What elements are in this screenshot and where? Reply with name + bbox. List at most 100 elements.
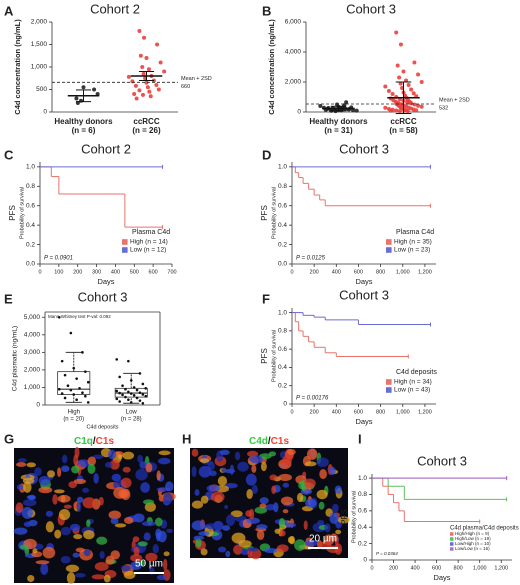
box xyxy=(57,371,91,395)
tissue-blob xyxy=(329,512,339,524)
data-point xyxy=(132,92,137,96)
tissue-blob xyxy=(191,466,197,478)
data-point xyxy=(344,100,349,105)
legend-label: High/Low (n = 19) xyxy=(455,536,491,541)
y-tick-label: 500 xyxy=(36,86,47,93)
x-tick-label: 500 xyxy=(130,269,139,275)
tissue-blob xyxy=(247,547,259,552)
data-point xyxy=(57,387,61,391)
tissue-blob xyxy=(156,470,161,481)
tissue-blob xyxy=(83,530,95,540)
legend-swatch xyxy=(122,247,128,253)
legend-swatch xyxy=(450,532,454,536)
tissue-blob xyxy=(304,461,317,467)
stain-label: C1q xyxy=(74,436,93,447)
tissue-blob xyxy=(61,454,68,464)
data-point xyxy=(390,92,395,96)
data-point xyxy=(144,80,149,85)
data-point xyxy=(386,89,391,93)
tissue-blob xyxy=(280,496,294,506)
tissue-blob xyxy=(137,454,144,463)
tissue-blob xyxy=(123,570,136,580)
chart-title: Cohort 3 xyxy=(339,141,389,156)
tissue-blob xyxy=(58,509,71,521)
x-tick-label: 1,200 xyxy=(494,565,508,571)
tissue-blob xyxy=(337,516,350,524)
tissue-blob xyxy=(217,476,228,486)
data-point xyxy=(69,331,73,335)
data-point xyxy=(75,398,78,402)
tissue-blob xyxy=(163,558,168,571)
data-point xyxy=(394,108,399,113)
stain-label: C4d xyxy=(249,436,268,447)
y-tick-label: 1,000 xyxy=(31,64,48,71)
tissue-blob xyxy=(135,468,148,481)
y-tick-label: 1.0 xyxy=(26,164,35,171)
data-point xyxy=(63,396,67,400)
data-point xyxy=(81,85,86,90)
tissue-blob xyxy=(251,484,258,495)
tissue-blob xyxy=(152,543,159,554)
tissue-blob xyxy=(316,489,328,500)
tissue-blob xyxy=(60,526,71,536)
y-tick-label: 2,000 xyxy=(31,19,48,26)
y-tick-label: 2,000 xyxy=(285,79,302,86)
legend-swatch xyxy=(450,547,454,551)
tissue-blob xyxy=(108,510,122,520)
tissue-blob xyxy=(104,461,113,468)
data-point xyxy=(419,80,424,84)
y-tick-label: 0.4 xyxy=(358,524,367,531)
data-point xyxy=(134,96,139,101)
tissue-blob xyxy=(72,552,80,558)
y-axis-title: C4d plasmatic (ng/mL) xyxy=(12,326,19,391)
x-tick-label: 0 xyxy=(38,269,41,275)
y-tick-label: 0.2 xyxy=(278,241,287,248)
data-point xyxy=(127,390,130,394)
data-point xyxy=(57,315,61,319)
x-tick-label: 800 xyxy=(376,269,385,275)
tissue-blob xyxy=(191,500,204,509)
data-point xyxy=(142,35,147,40)
tissue-blob xyxy=(87,463,96,475)
tissue-blob xyxy=(71,465,80,474)
tissue-blob xyxy=(328,466,336,475)
data-point xyxy=(74,96,79,101)
legend-label: High/High (n = 9) xyxy=(455,531,490,536)
data-point xyxy=(115,389,119,393)
annotation: Mann-Whitney test P-val: 0.092 xyxy=(48,314,111,319)
legend-swatch xyxy=(386,239,392,245)
p-value: P = 0.0364 xyxy=(376,551,398,556)
data-point xyxy=(118,391,121,395)
tissue-blob xyxy=(130,554,143,562)
legend-title: Plasma C4d xyxy=(396,229,434,236)
data-point xyxy=(75,377,78,380)
tissue-blob xyxy=(278,518,286,529)
x-tick-label: 300 xyxy=(92,269,101,275)
data-point xyxy=(411,91,416,96)
tissue-blob xyxy=(74,573,86,578)
tissue-blob xyxy=(246,488,253,500)
data-point xyxy=(132,394,136,397)
data-point xyxy=(84,394,87,398)
chart-title: Cohort 3 xyxy=(417,453,467,468)
tissue-blob xyxy=(52,494,58,505)
y-tick-label: 0.8 xyxy=(278,183,287,190)
tissue-blob xyxy=(155,532,161,542)
data-point xyxy=(72,366,76,370)
tissue-blob xyxy=(26,462,36,468)
panel-label: H xyxy=(182,431,191,446)
tissue-blob xyxy=(224,504,229,510)
p-value: P = 0.00176 xyxy=(296,396,329,402)
scale-label: 50 µm xyxy=(135,559,163,570)
tissue-blob xyxy=(304,539,318,547)
y-tick-label: 0.4 xyxy=(278,364,287,371)
data-point xyxy=(412,60,417,65)
tissue-blob xyxy=(294,539,306,551)
tissue-blob xyxy=(287,536,295,544)
x-tick-label: 400 xyxy=(332,409,341,415)
stain-label: C1s xyxy=(271,436,290,447)
legend-swatch xyxy=(122,239,128,245)
tissue-blob xyxy=(54,489,65,494)
chart-title: Cohort 3 xyxy=(78,289,128,304)
